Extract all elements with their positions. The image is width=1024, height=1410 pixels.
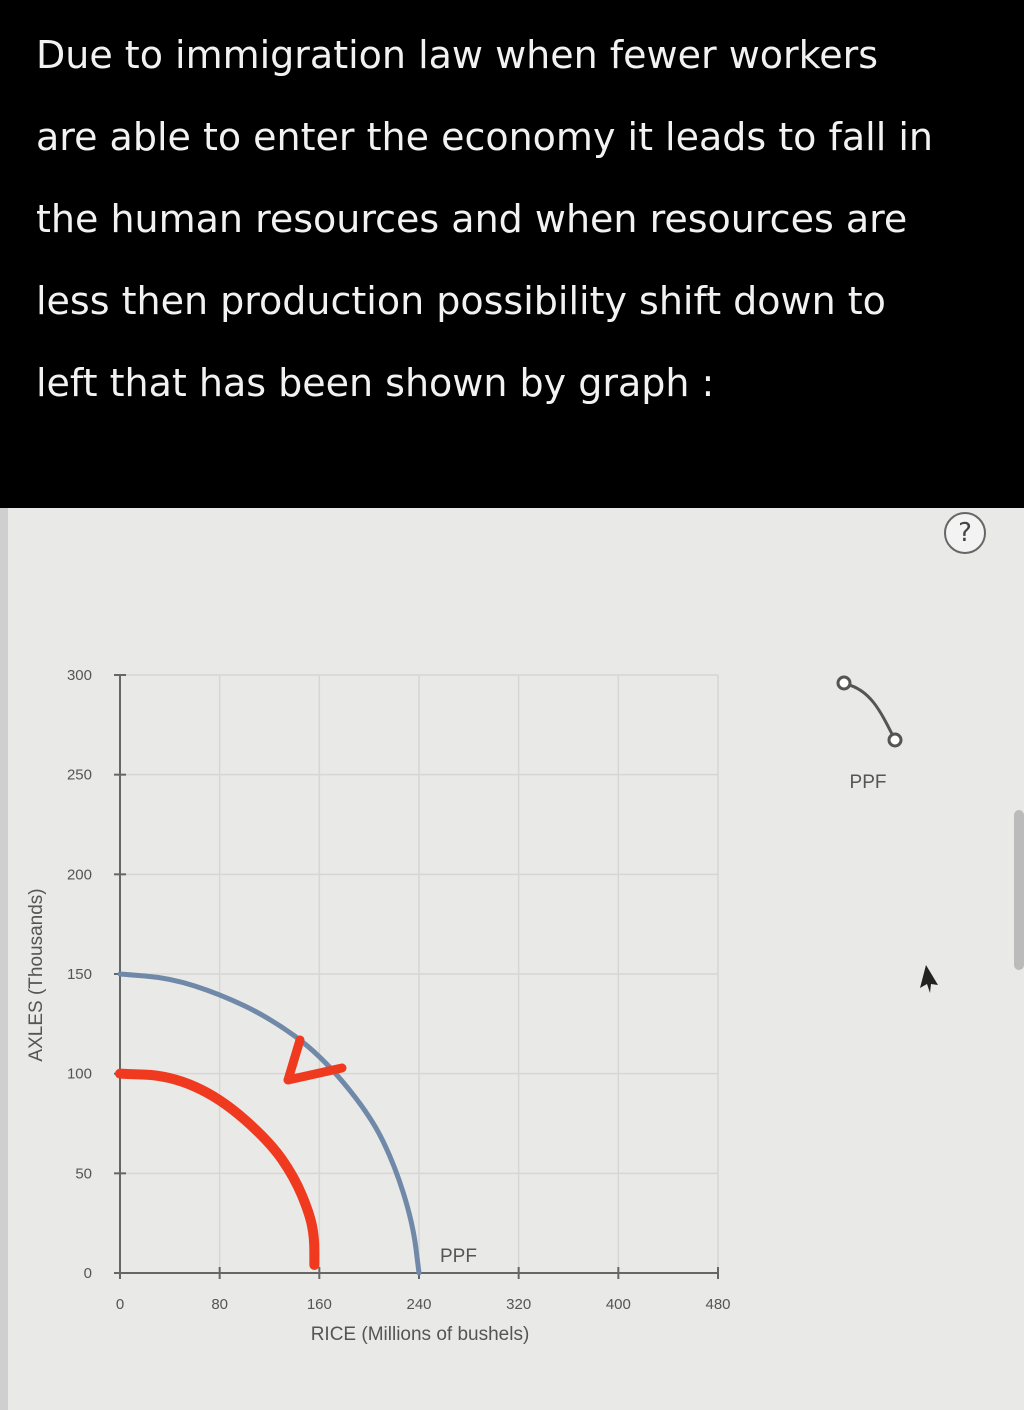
- x-tick-label: 80: [211, 1296, 228, 1313]
- scrollbar[interactable]: [1014, 810, 1024, 970]
- x-tick-label: 480: [705, 1296, 730, 1313]
- ppf-curve-label: PPF: [440, 1246, 477, 1267]
- answer-line: the human resources and when resources a…: [36, 197, 908, 241]
- answer-line: are able to enter the economy it leads t…: [36, 115, 933, 159]
- y-tick-label: 200: [67, 866, 92, 883]
- x-tick-label: 400: [606, 1296, 631, 1313]
- x-tick-label: 160: [307, 1296, 332, 1313]
- ppf-curve-shifted: [115, 1068, 320, 1271]
- answer-line: Due to immigration law when fewer worker…: [36, 33, 879, 77]
- graph-panel: [0, 508, 1024, 1410]
- y-tick-label: 50: [75, 1165, 92, 1182]
- answer-line: less then production possibility shift d…: [36, 279, 886, 323]
- y-tick-label: 300: [67, 667, 92, 684]
- answer-text: Due to immigration law when fewer worker…: [36, 14, 996, 424]
- legend-ppf-tool[interactable]: PPF: [836, 675, 903, 793]
- y-tick-label: 150: [67, 966, 92, 983]
- legend-label: PPF: [850, 772, 887, 793]
- shift-arrow: [283, 1035, 347, 1085]
- y-tick-label: 100: [67, 1066, 92, 1083]
- ppf-curve-original: [117, 971, 422, 1276]
- y-tick-label: 0: [84, 1265, 92, 1282]
- y-tick-label: 250: [67, 767, 92, 784]
- help-icon[interactable]: ?: [944, 512, 986, 554]
- cursor-icon: [920, 965, 938, 993]
- curve-with-endpoints-icon: [845, 682, 896, 739]
- x-tick-label: 0: [116, 1296, 124, 1313]
- x-tick-label: 320: [506, 1296, 531, 1313]
- x-tick-label: 240: [406, 1296, 431, 1313]
- x-axis-label: RICE (Millions of bushels): [311, 1324, 530, 1345]
- y-axis-label: AXLES (Thousands): [26, 888, 47, 1061]
- answer-line: left that has been shown by graph :: [36, 361, 715, 405]
